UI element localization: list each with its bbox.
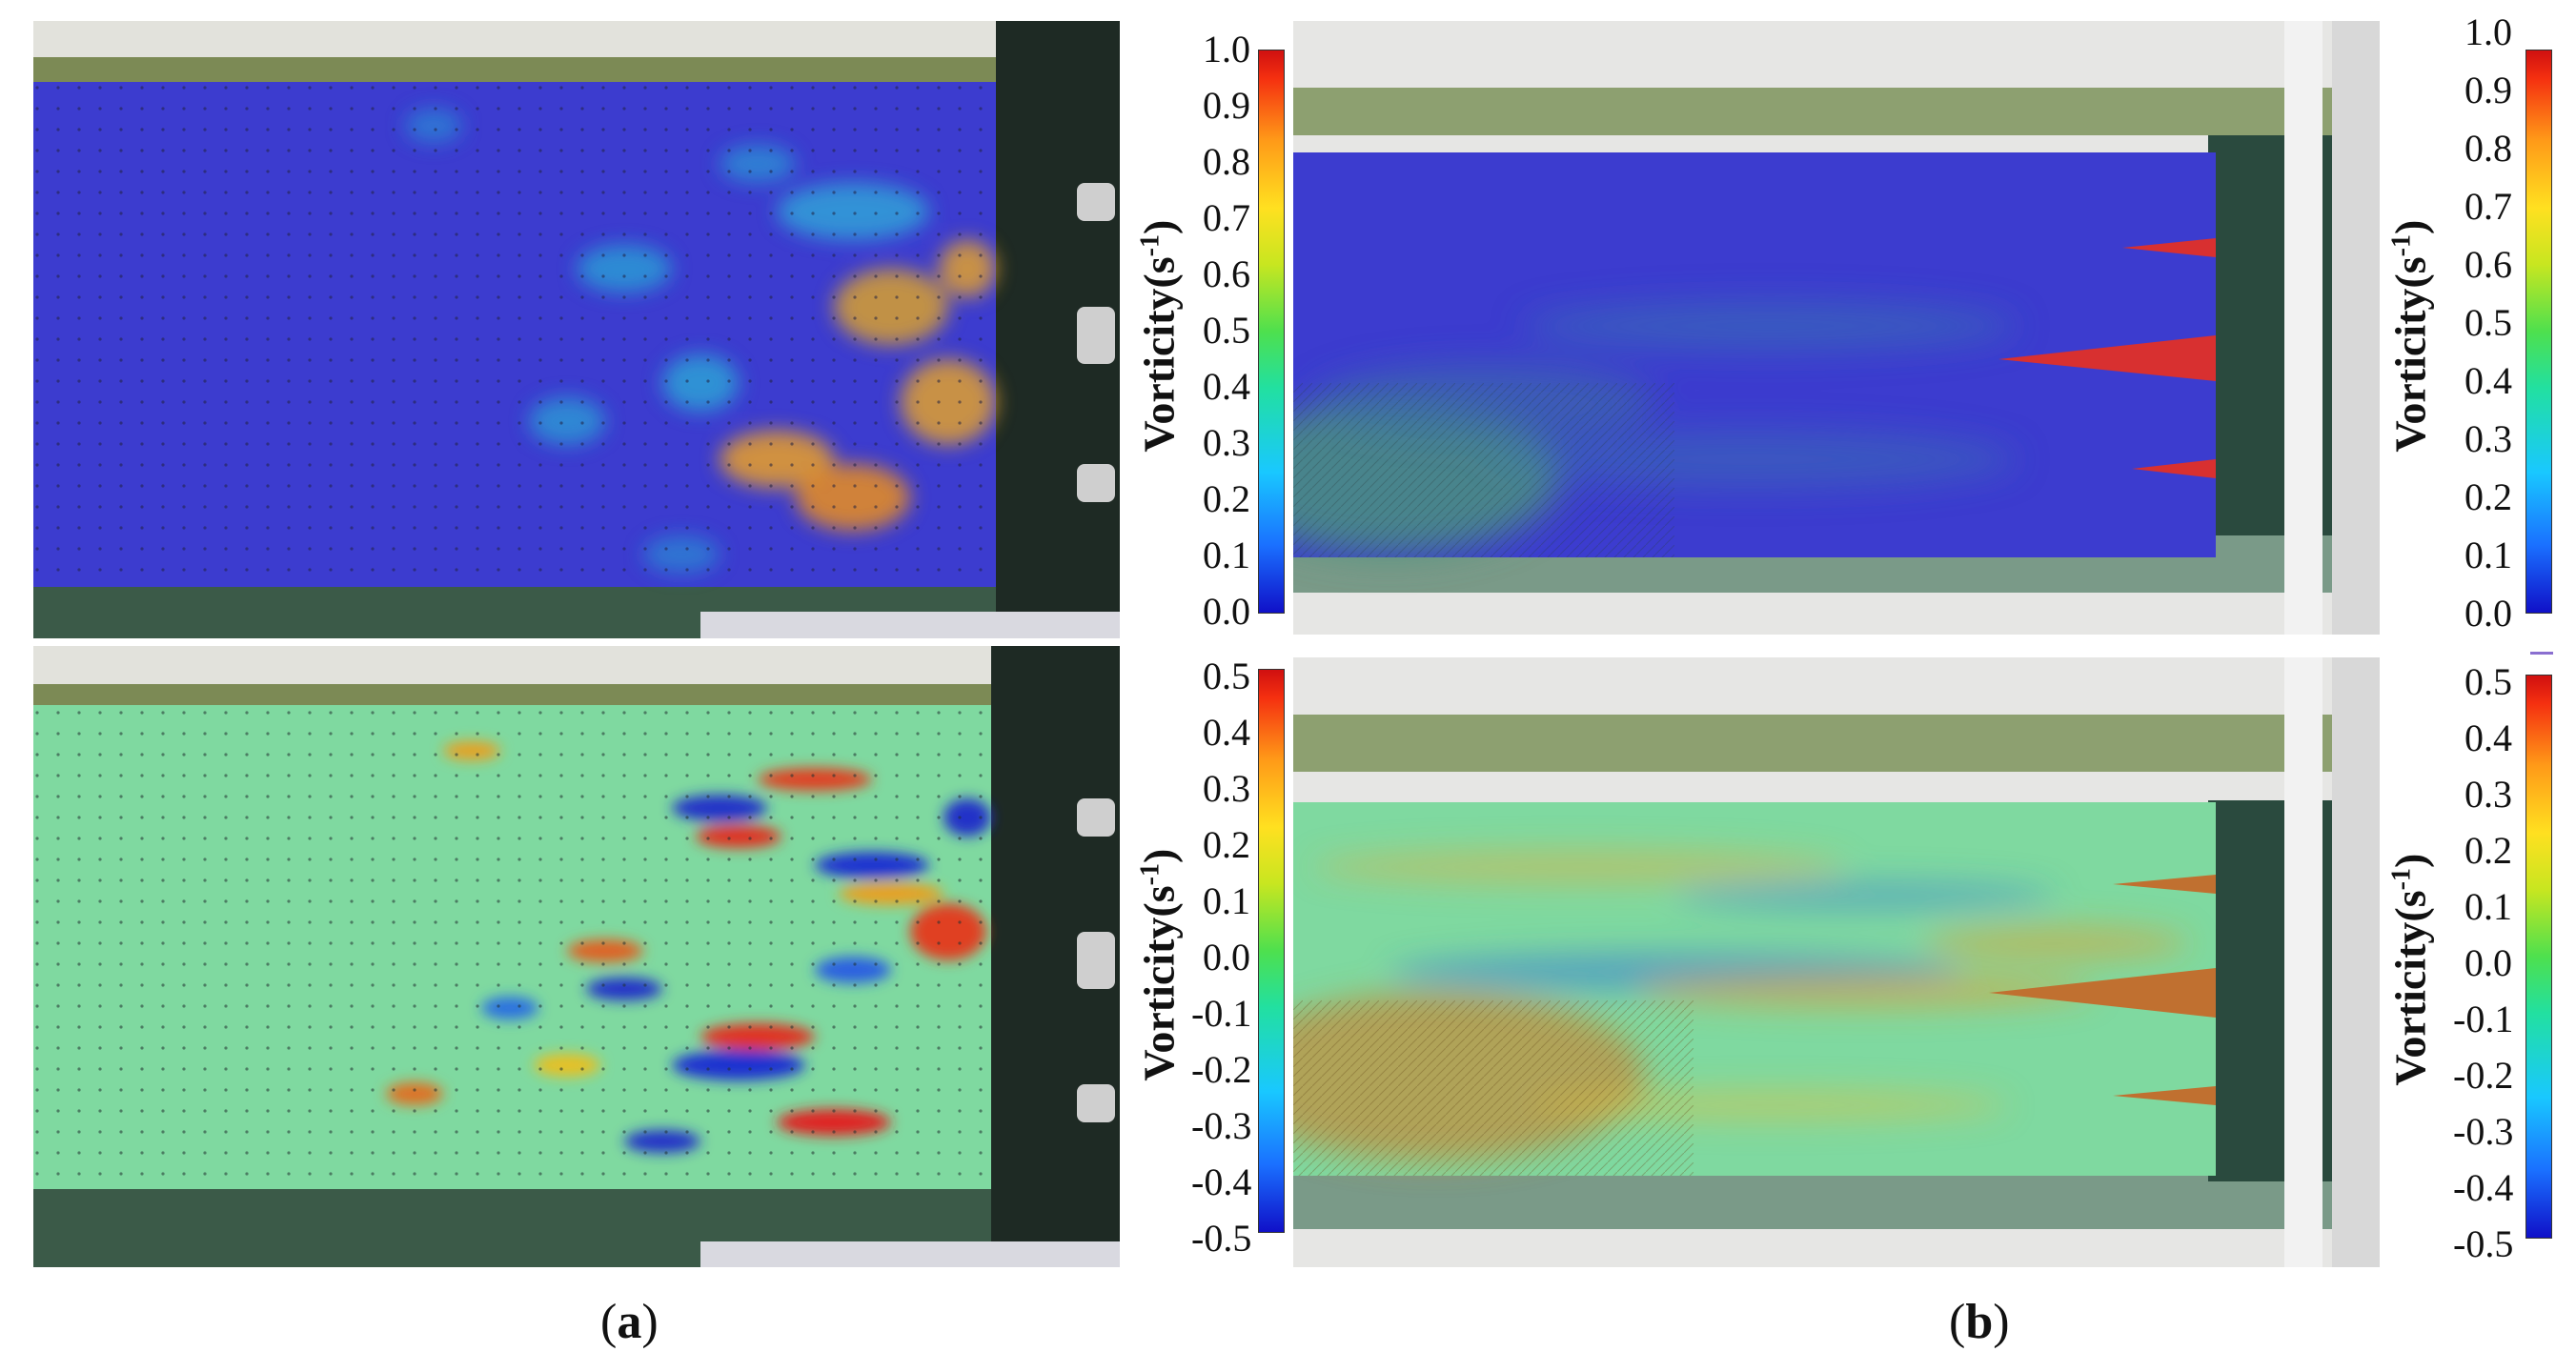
- colorbar-tick: 1.0: [2464, 10, 2512, 53]
- colorbar-tick: 0.6: [2464, 243, 2512, 286]
- colorbar-title: Vorticity(s-1): [2385, 853, 2435, 1086]
- colorbar-tick: 0.5: [2464, 660, 2512, 703]
- panel-a-bottom-vorticity-field: [33, 646, 1120, 1267]
- colorbar-tick: 0.6: [1203, 252, 1250, 295]
- colorbar-tick: 0.1: [1203, 534, 1250, 576]
- colorbar-tick: -0.1: [2453, 998, 2514, 1040]
- colorbar-tick: 0.3: [1203, 767, 1250, 810]
- colorbar-tick: 0.5: [1203, 655, 1250, 697]
- colorbar-tick: 0.3: [2464, 773, 2512, 816]
- colorbar-tick: 0.0: [1203, 590, 1250, 633]
- panel-b-bottom-vorticity-field: [1293, 657, 2380, 1267]
- colorbar-gradient: [1258, 50, 1285, 614]
- colorbar-tick: 0.3: [1203, 421, 1250, 464]
- colorbar-tick: 0.2: [2464, 475, 2512, 518]
- colorbar-tick: -0.5: [2453, 1222, 2514, 1265]
- colorbar-title: Vorticity(s-1): [1134, 219, 1184, 453]
- colorbar-gradient: [2525, 675, 2552, 1239]
- colorbar-tick: 0.2: [2464, 829, 2512, 872]
- panel-b-top-velocity-field: [1293, 21, 2380, 635]
- colorbar-title: Vorticity(s-1): [1134, 848, 1184, 1081]
- colorbar-tick: -0.1: [1191, 992, 1252, 1035]
- velocity-magnitude-field: [33, 82, 996, 587]
- colorbar-tick: 0.5: [1203, 309, 1250, 352]
- colorbar-gradient: [1258, 669, 1285, 1233]
- colorbar-tick: 0.2: [1203, 823, 1250, 866]
- colorbar-tick: 0.1: [1203, 879, 1250, 922]
- colorbar-tick: 0.1: [2464, 534, 2512, 576]
- colorbar-tick: 0.0: [1203, 936, 1250, 979]
- colorbar-title: Vorticity(s-1): [2385, 219, 2435, 453]
- colorbar-tick: -0.4: [1191, 1160, 1252, 1203]
- colorbar-tick: 0.8: [1203, 140, 1250, 183]
- colorbar-tick: -0.2: [1191, 1048, 1252, 1091]
- colorbar-tick: 0.7: [1203, 196, 1250, 239]
- colorbar-tick: -0.5: [1191, 1217, 1252, 1260]
- colorbar-tick: 0.0: [2464, 941, 2512, 984]
- colorbar-tick: 0.9: [2464, 69, 2512, 111]
- colorbar-tick: 0.5: [2464, 301, 2512, 344]
- velocity-magnitude-field: [1293, 152, 2216, 557]
- colorbar-tick: -0.3: [2453, 1110, 2514, 1153]
- colorbar-tick: 0.4: [1203, 711, 1250, 754]
- colorbar-tick: 0.2: [1203, 477, 1250, 520]
- colorbar-tick: 0.8: [2464, 127, 2512, 170]
- colorbar-tick: 0.1: [2464, 885, 2512, 928]
- subfigure-label-b: (b): [1949, 1295, 2010, 1349]
- colorbar-tick: 0.7: [2464, 185, 2512, 228]
- colorbar-tick: -0.4: [2453, 1166, 2514, 1209]
- colorbar-tick: 0.9: [1203, 84, 1250, 127]
- colorbar-tick: -0.2: [2453, 1054, 2514, 1097]
- subfigure-label-a: (a): [600, 1295, 659, 1349]
- colorbar-tick: -0.3: [1191, 1104, 1252, 1147]
- colorbar-tick: 0.4: [2464, 359, 2512, 402]
- panel-a-top-velocity-field: [33, 21, 1120, 638]
- vorticity-field: [1293, 802, 2216, 1176]
- colorbar-tick: 0.4: [1203, 365, 1250, 408]
- colorbar-tick: 1.0: [1203, 28, 1250, 71]
- colorbar-tick: 0.3: [2464, 417, 2512, 460]
- colorbar-gradient: [2525, 50, 2552, 614]
- colorbar-tick: 0.0: [2464, 592, 2512, 635]
- divider-mark: [2530, 652, 2553, 655]
- vorticity-field: [33, 705, 991, 1189]
- colorbar-tick: 0.4: [2464, 716, 2512, 759]
